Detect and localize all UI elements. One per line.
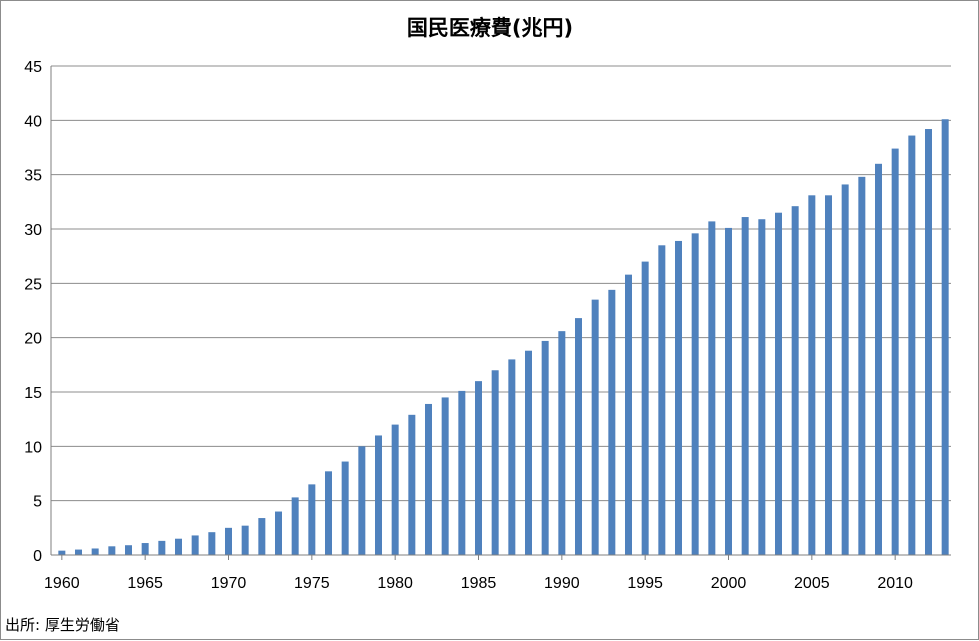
bar-1962 xyxy=(91,548,99,555)
x-tick-label: 1980 xyxy=(377,575,413,592)
x-tick-label: 2010 xyxy=(877,575,913,592)
bar-2000 xyxy=(725,227,732,555)
bar-1965 xyxy=(141,543,149,555)
x-tick-label: 2005 xyxy=(794,575,830,592)
x-tick-label: 2000 xyxy=(711,575,747,592)
bar-1996 xyxy=(658,245,666,556)
bar-1969 xyxy=(208,532,216,555)
bar-2002 xyxy=(758,219,766,555)
bar-1975 xyxy=(308,484,316,555)
bars xyxy=(58,119,949,556)
y-tick-label: 0 xyxy=(33,548,42,565)
x-tick-label: 1975 xyxy=(294,575,330,592)
y-tick-label: 30 xyxy=(24,222,42,239)
bar-1982 xyxy=(425,403,432,555)
bar-1989 xyxy=(541,340,549,555)
y-tick-label: 20 xyxy=(24,331,42,348)
bar-1983 xyxy=(441,397,449,555)
bar-1970 xyxy=(225,527,232,555)
bar-1971 xyxy=(241,525,249,555)
x-tick-label: 1990 xyxy=(544,575,580,592)
x-tick-label: 1960 xyxy=(44,575,80,592)
bar-1985 xyxy=(475,381,482,555)
bar-1978 xyxy=(358,446,366,555)
bar-1984 xyxy=(458,390,466,555)
bar-2006 xyxy=(825,195,832,555)
y-tick-label: 40 xyxy=(24,113,42,130)
bar-2009 xyxy=(875,163,882,556)
y-tick-label: 15 xyxy=(24,385,42,402)
bar-1966 xyxy=(158,540,166,555)
bar-1990 xyxy=(558,331,566,555)
grid-lines xyxy=(51,65,951,556)
bar-1988 xyxy=(525,350,532,555)
bar-1968 xyxy=(191,535,199,555)
bar-1980 xyxy=(391,424,399,555)
bar-2005 xyxy=(808,195,816,555)
bar-1973 xyxy=(275,511,282,555)
bar-1972 xyxy=(258,518,266,555)
y-tick-label: 5 xyxy=(33,494,42,511)
bar-1981 xyxy=(408,414,416,555)
y-tick-label: 10 xyxy=(24,439,42,456)
bar-1995 xyxy=(641,261,649,555)
x-tick-label: 1965 xyxy=(127,575,163,592)
bar-1991 xyxy=(575,318,582,555)
bar-2003 xyxy=(775,212,782,555)
bar-1964 xyxy=(125,545,132,555)
x-tick-label: 1970 xyxy=(211,575,247,592)
bar-1994 xyxy=(625,274,632,555)
bar-2001 xyxy=(741,217,749,555)
bar-1967 xyxy=(175,538,182,555)
axes xyxy=(50,66,951,560)
bar-1974 xyxy=(291,497,299,555)
bar-2010 xyxy=(891,148,899,555)
y-tick-label: 45 xyxy=(24,59,42,76)
bar-2013 xyxy=(941,119,949,555)
bar-1986 xyxy=(491,370,499,555)
y-tick-label: 25 xyxy=(24,276,42,293)
bar-1999 xyxy=(708,221,716,556)
y-tick-labels: 0 5 10 15 20 25 30 35 40 45 xyxy=(24,59,42,565)
x-tick-label: 1995 xyxy=(627,575,663,592)
bar-1992 xyxy=(591,299,599,555)
bar-1961 xyxy=(75,549,82,555)
bar-2011 xyxy=(908,135,916,555)
bar-1960 xyxy=(58,550,66,555)
bar-2007 xyxy=(841,184,849,556)
bar-2004 xyxy=(791,206,799,555)
bar-1993 xyxy=(608,289,616,555)
bar-2008 xyxy=(858,176,866,555)
bar-1987 xyxy=(508,359,516,555)
bar-1976 xyxy=(325,471,332,555)
bar-2012 xyxy=(925,129,932,555)
chart-title: 国民医療費(兆円) xyxy=(407,16,573,40)
y-tick-label: 35 xyxy=(24,168,42,185)
bar-1998 xyxy=(691,233,699,555)
x-tick-label: 1985 xyxy=(461,575,497,592)
bar-1963 xyxy=(108,546,116,555)
bar-1997 xyxy=(675,240,682,555)
source-note: 出所: 厚生労働省 xyxy=(5,616,120,634)
bar-1979 xyxy=(375,435,382,555)
x-tick-labels: 1960 1965 1970 1975 1980 1985 1990 1995 2000 2005… xyxy=(44,575,913,592)
bar-1977 xyxy=(341,461,349,555)
